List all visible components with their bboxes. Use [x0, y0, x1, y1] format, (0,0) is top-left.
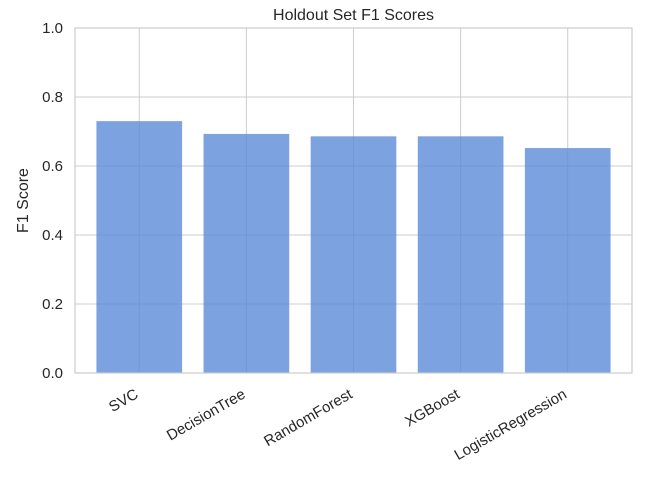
- bar-svc: [96, 121, 183, 374]
- y-tick-labels: 0.0 0.2 0.4 0.6 0.8 1.0: [42, 20, 63, 382]
- y-tick-label: 1.0: [42, 20, 63, 37]
- bar-logisticregression: [524, 148, 611, 373]
- x-tick-label: RandomForest: [261, 385, 356, 450]
- bar-decisiontree: [203, 133, 290, 373]
- y-tick-label: 0.6: [42, 158, 63, 175]
- x-tick-label: DecisionTree: [164, 386, 249, 445]
- bar-randomforest: [310, 136, 397, 373]
- x-tick-label: XGBoost: [402, 385, 463, 430]
- x-tick-labels: SVC DecisionTree RandomForest XGBoostLogist…: [106, 385, 570, 464]
- x-tick-label: SVC: [106, 386, 141, 416]
- bar-xgboost: [417, 136, 504, 373]
- y-tick-label: 0.4: [42, 227, 63, 244]
- plot-frame: [74, 27, 633, 374]
- chart-title: Holdout Set F1 Scores: [273, 7, 434, 24]
- bars: [96, 121, 611, 374]
- y-tick-label: 0.8: [42, 89, 63, 106]
- y-axis-label: F1 Score: [15, 168, 32, 233]
- x-tick-label: LogisticRegression: [451, 386, 569, 464]
- y-tick-label: 0.2: [42, 296, 63, 313]
- y-tick-label: 0.0: [42, 365, 63, 382]
